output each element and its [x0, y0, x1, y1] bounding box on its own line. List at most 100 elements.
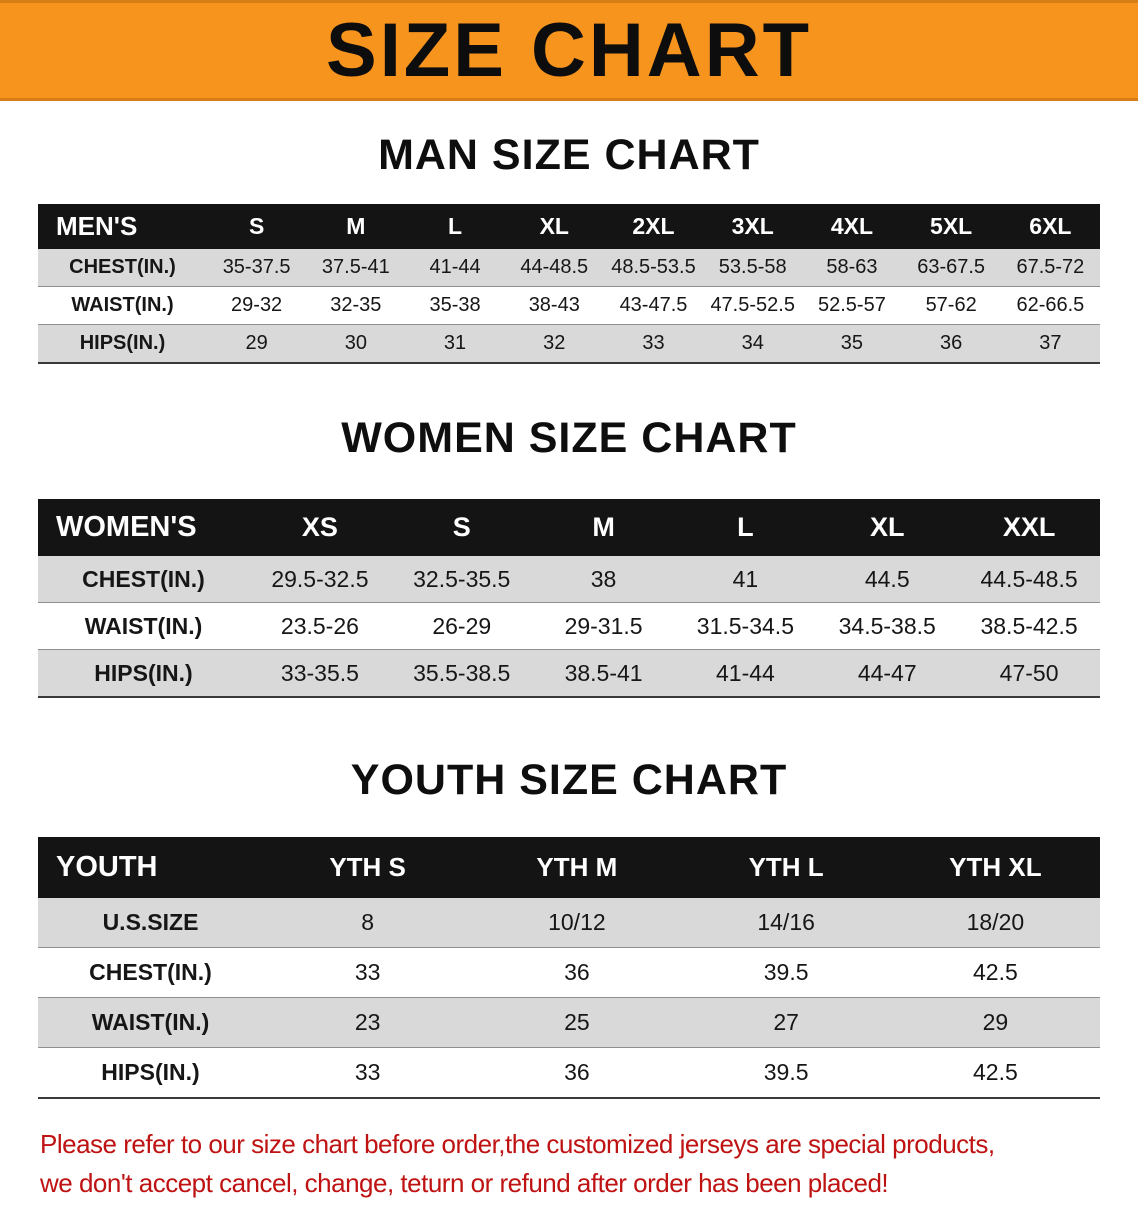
- size-value-cell: 41-44: [429, 256, 481, 278]
- size-value-cell: 18/20: [966, 909, 1025, 935]
- size-column-header: XL: [816, 499, 959, 556]
- size-value-cell: 8: [361, 909, 375, 935]
- table-row: CHEST(IN.) 29.5-32.5 32.5-35.5 38 41 44.…: [38, 556, 1100, 603]
- size-value-cell: 42.5: [972, 1059, 1018, 1085]
- women-size-chart-section: WOMEN SIZE CHART WOMEN'S XS S M L XL XXL…: [0, 414, 1138, 698]
- size-value-cell: 38-43: [528, 294, 580, 316]
- size-column-header: L: [674, 499, 817, 556]
- row-label: HIPS(IN.): [94, 659, 193, 686]
- table-row: HIPS(IN.) 33 36 39.5 42.5: [38, 1047, 1100, 1098]
- men-table-title-cell: MEN'S: [38, 204, 207, 249]
- size-value-cell: 23: [354, 1009, 381, 1035]
- size-column-header: XL: [504, 204, 604, 249]
- table-row: HIPS(IN.) 33-35.5 35.5-38.5 38.5-41 41-4…: [38, 649, 1100, 697]
- table-row: CHEST(IN.) 35-37.5 37.5-41 41-44 44-48.5…: [38, 249, 1100, 287]
- size-value-cell: 33: [354, 1059, 381, 1085]
- row-label: HIPS(IN.): [79, 332, 166, 354]
- women-size-table: WOMEN'S XS S M L XL XXL CHEST(IN.) 29.5-…: [38, 499, 1100, 698]
- size-column-header: YTH S: [263, 837, 473, 898]
- size-value-cell: 42.5: [972, 959, 1018, 985]
- size-value-cell: 48.5-53.5: [611, 256, 696, 278]
- size-value-cell: 44.5-48.5: [980, 565, 1078, 592]
- youth-section-heading: YOUTH SIZE CHART: [350, 756, 788, 804]
- table-row: HIPS(IN.) 29 30 31 32 33 34 35 36 37: [38, 324, 1100, 363]
- size-value-cell: 35: [840, 332, 864, 354]
- size-value-cell: 32.5-35.5: [413, 565, 511, 592]
- row-label: WAIST(IN.): [91, 1009, 210, 1035]
- size-column-header: 5XL: [901, 204, 1001, 249]
- size-value-cell: 27: [773, 1009, 799, 1035]
- size-value-cell: 35.5-38.5: [413, 659, 511, 686]
- size-value-cell: 31: [443, 332, 467, 354]
- page-title: SIZE CHART: [326, 7, 812, 93]
- size-value-cell: 10/12: [548, 909, 606, 935]
- row-label: CHEST(IN.): [69, 256, 176, 278]
- size-value-cell: 44-48.5: [520, 256, 589, 278]
- size-column-header: 2XL: [603, 204, 704, 249]
- row-label: U.S.SIZE: [102, 909, 199, 935]
- women-section-heading: WOMEN SIZE CHART: [341, 414, 797, 462]
- size-value-cell: 37.5-41: [321, 256, 390, 278]
- size-value-cell: 29: [982, 1009, 1009, 1035]
- women-table-title-cell: WOMEN'S: [38, 499, 249, 556]
- size-value-cell: 14/16: [757, 909, 815, 935]
- banner: SIZE CHART: [0, 0, 1138, 101]
- youth-table-header-row: YOUTH YTH S YTH M YTH L YTH XL: [38, 837, 1100, 898]
- size-value-cell: 26-29: [432, 612, 492, 639]
- table-row: WAIST(IN.) 23.5-26 26-29 29-31.5 31.5-34…: [38, 602, 1100, 650]
- size-value-cell: 39.5: [763, 959, 809, 985]
- size-value-cell: 38: [590, 565, 617, 592]
- size-value-cell: 29-31.5: [564, 612, 643, 639]
- table-row: WAIST(IN.) 29-32 32-35 35-38 38-43 43-47…: [38, 286, 1100, 325]
- size-column-header: 4XL: [802, 204, 902, 249]
- size-value-cell: 36: [940, 332, 963, 354]
- size-column-header: YTH L: [681, 837, 891, 898]
- size-value-cell: 32: [543, 332, 566, 354]
- order-notice: Please refer to our size chart before or…: [0, 1125, 1138, 1203]
- size-column-header: 6XL: [1000, 204, 1100, 249]
- notice-line-2: we don't accept cancel, change, teturn o…: [40, 1168, 889, 1198]
- size-value-cell: 33: [354, 959, 381, 985]
- size-value-cell: 35-38: [429, 294, 481, 316]
- size-value-cell: 29: [245, 332, 268, 354]
- size-value-cell: 53.5-58: [718, 256, 787, 278]
- size-value-cell: 52.5-57: [818, 294, 886, 316]
- size-column-header: L: [405, 204, 505, 249]
- size-value-cell: 29-32: [231, 294, 283, 316]
- men-size-table: MEN'S S M L XL 2XL 3XL 4XL 5XL 6XL CHEST…: [38, 204, 1100, 364]
- size-value-cell: 43-47.5: [619, 294, 688, 316]
- size-column-header: XS: [249, 499, 391, 556]
- youth-size-table: YOUTH YTH S YTH M YTH L YTH XL U.S.SIZE …: [38, 837, 1100, 1099]
- size-value-cell: 34.5-38.5: [838, 612, 936, 639]
- size-value-cell: 62-66.5: [1016, 294, 1085, 316]
- size-value-cell: 37: [1039, 332, 1062, 354]
- size-column-header: YTH XL: [890, 837, 1100, 898]
- size-column-header: S: [207, 204, 307, 249]
- size-value-cell: 41: [732, 565, 759, 592]
- size-value-cell: 36: [564, 1059, 590, 1085]
- row-label: CHEST(IN.): [89, 959, 212, 985]
- table-row: U.S.SIZE 8 10/12 14/16 18/20: [38, 898, 1100, 948]
- size-column-header: M: [532, 499, 675, 556]
- women-table-header-row: WOMEN'S XS S M L XL XXL: [38, 499, 1100, 556]
- notice-line-1: Please refer to our size chart before or…: [40, 1129, 995, 1159]
- size-value-cell: 36: [564, 959, 590, 985]
- size-value-cell: 57-62: [925, 294, 977, 316]
- size-value-cell: 38.5-42.5: [980, 612, 1078, 639]
- row-label: WAIST(IN.): [71, 294, 174, 316]
- size-column-header: 3XL: [703, 204, 803, 249]
- size-value-cell: 41-44: [715, 659, 775, 686]
- size-value-cell: 33: [642, 332, 665, 354]
- row-label: WAIST(IN.): [84, 612, 203, 639]
- row-label: CHEST(IN.): [82, 565, 205, 592]
- size-value-cell: 31.5-34.5: [696, 612, 794, 639]
- size-value-cell: 25: [564, 1009, 590, 1035]
- size-value-cell: 58-63: [826, 256, 878, 278]
- size-value-cell: 47.5-52.5: [710, 294, 795, 316]
- men-section-heading: MAN SIZE CHART: [378, 131, 760, 179]
- size-value-cell: 63-67.5: [917, 256, 986, 278]
- size-value-cell: 34: [741, 332, 764, 354]
- men-table-header-row: MEN'S S M L XL 2XL 3XL 4XL 5XL 6XL: [38, 204, 1100, 249]
- men-size-chart-section: MAN SIZE CHART MEN'S S M L XL 2XL 3XL 4X…: [0, 131, 1138, 364]
